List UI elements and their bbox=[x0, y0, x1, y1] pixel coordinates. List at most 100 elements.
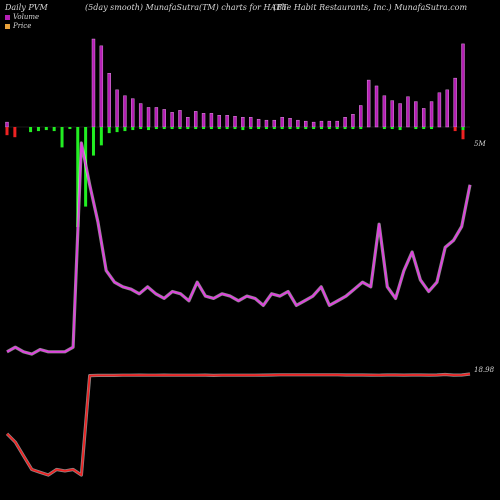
pvm-bar-down-green bbox=[107, 127, 111, 134]
pvm-bar-down-green bbox=[233, 127, 237, 130]
pvm-bar-up bbox=[264, 119, 269, 128]
pvm-bar-down-green bbox=[36, 127, 40, 132]
pvm-bar-up bbox=[138, 103, 143, 128]
pvm-bar-down-green bbox=[76, 127, 80, 227]
chart-header-center: (5day smooth) MunafaSutra(TM) charts for… bbox=[85, 3, 288, 12]
pvm-bar-down-green bbox=[178, 127, 182, 130]
pvm-bar-up bbox=[99, 45, 104, 128]
chart-header-right: (The Habit Restaurants, Inc.) MunafaSutr… bbox=[273, 3, 468, 12]
pvm-bar-down-green bbox=[68, 127, 72, 130]
pvm-bar-up bbox=[398, 103, 402, 128]
pvm-bar-down-red bbox=[13, 127, 17, 138]
volume-line bbox=[6, 142, 471, 356]
pvm-bar-down-green bbox=[280, 127, 284, 130]
pvm-bar-down-green bbox=[52, 127, 56, 132]
pvm-bar-up bbox=[296, 119, 300, 128]
chart-header-left: Daily PVM bbox=[5, 3, 48, 12]
pvm-bar-down-green bbox=[225, 127, 229, 130]
pvm-bar-up bbox=[406, 96, 410, 128]
pvm-bar-down-green bbox=[398, 127, 402, 131]
pvm-bar-up bbox=[256, 118, 261, 128]
pvm-bar-up bbox=[280, 117, 284, 128]
pvm-bar-down-green bbox=[304, 127, 308, 130]
pvm-bar-up bbox=[390, 100, 394, 128]
pvm-bar-down-green bbox=[327, 127, 331, 130]
pvm-bar-up bbox=[343, 117, 347, 128]
pvm-bar-down-green bbox=[170, 127, 174, 130]
pvm-bar-up bbox=[5, 121, 9, 128]
pvm-bar-down-green bbox=[217, 127, 221, 130]
pvm-bar-up bbox=[311, 121, 316, 128]
pvm-bar-up bbox=[241, 117, 245, 128]
pvm-bar-down-green bbox=[343, 127, 347, 130]
pvm-bar-up bbox=[225, 115, 229, 128]
pvm-bar-up bbox=[115, 89, 119, 128]
pvm-bar-up bbox=[453, 77, 457, 128]
legend-volume: Volume bbox=[5, 13, 39, 21]
pvm-bar-up bbox=[445, 89, 449, 128]
pvm-bar-down-green bbox=[264, 127, 268, 130]
pvm-bar-up bbox=[107, 73, 111, 128]
pvm-bar-down-green bbox=[241, 127, 245, 131]
legend-price-swatch bbox=[5, 23, 10, 29]
pvm-bar-down-green bbox=[430, 127, 434, 130]
pvm-bar-up bbox=[382, 95, 387, 128]
legend-volume-swatch bbox=[5, 14, 10, 20]
pvm-bar-down-green bbox=[44, 127, 48, 131]
pvm-bar-up bbox=[366, 79, 371, 128]
pvm-bar-up bbox=[437, 92, 442, 128]
pvm-bar-up bbox=[201, 113, 206, 128]
pvm-bar-up bbox=[335, 120, 339, 128]
volume-axis-label: 5M bbox=[474, 140, 486, 148]
pvm-bar-down-green bbox=[29, 127, 33, 133]
price-line bbox=[6, 373, 471, 476]
pvm-bar-up bbox=[193, 111, 198, 128]
pvm-bar-up bbox=[170, 112, 174, 128]
pvm-bar-down-green bbox=[162, 127, 166, 130]
pvm-bar-down-green bbox=[390, 127, 394, 130]
pvm-bar-up bbox=[131, 98, 135, 128]
pvm-bar-up bbox=[249, 117, 253, 128]
pvm-bar-down-green bbox=[382, 127, 386, 130]
pvm-bar-down-green bbox=[186, 127, 190, 130]
pvm-bar-down-green bbox=[288, 127, 292, 130]
pvm-bar-up bbox=[233, 116, 237, 128]
pvm-bar-down-green bbox=[209, 127, 213, 130]
pvm-bar-down-green bbox=[272, 127, 276, 130]
legend-volume-label: Volume bbox=[13, 13, 40, 21]
pvm-bar-up bbox=[414, 101, 418, 128]
pvm-bar-up bbox=[272, 119, 277, 128]
pvm-bar-down-green bbox=[99, 127, 103, 146]
pvm-bar-down-green bbox=[422, 127, 426, 130]
pvm-bar-down-green bbox=[312, 127, 316, 130]
pvm-bar-down-green bbox=[139, 127, 143, 130]
legend-price-label: Price bbox=[13, 22, 32, 30]
legend-price: Price bbox=[5, 22, 31, 30]
pvm-bar-down-green bbox=[351, 127, 355, 130]
pvm-bar-up bbox=[178, 110, 182, 128]
pvm-bar-down-green bbox=[257, 127, 261, 130]
pvm-bar-up bbox=[359, 105, 363, 128]
pvm-bar-up bbox=[327, 120, 332, 128]
pvm-bar-up bbox=[319, 120, 324, 128]
pvm-bar-down-green bbox=[115, 127, 119, 133]
pvm-bar-down-green bbox=[414, 127, 418, 130]
pvm-bar-down-green bbox=[60, 127, 64, 148]
pvm-bar-up bbox=[374, 85, 379, 128]
pvm-bar-down-green bbox=[194, 127, 198, 130]
pvm-bar-down-green bbox=[147, 127, 151, 131]
pvm-bar-down-green bbox=[359, 127, 363, 130]
pvm-bar-down-green bbox=[91, 127, 95, 156]
pvm-bar-up bbox=[91, 38, 96, 128]
pvm-bar-up bbox=[146, 107, 151, 128]
pvm-bar-down-green bbox=[249, 127, 253, 130]
pvm-bar-up bbox=[288, 117, 292, 128]
pvm-bar-down-red bbox=[461, 127, 465, 140]
pvm-bar-down-green bbox=[461, 127, 465, 131]
pvm-bar-down-red bbox=[453, 127, 457, 132]
pvm-bar-up bbox=[421, 108, 426, 128]
pvm-bar-up bbox=[217, 115, 221, 128]
price-axis-label: 18.98 bbox=[474, 366, 495, 374]
